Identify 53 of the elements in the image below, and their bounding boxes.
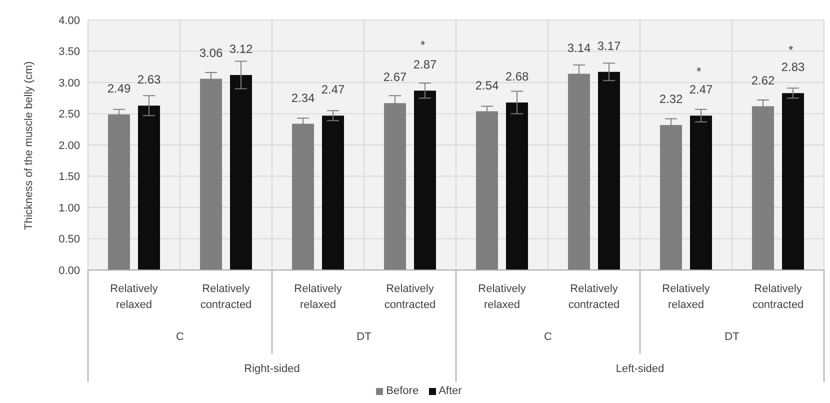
data-label: 2.32 xyxy=(659,92,683,106)
y-tick-label: 3.50 xyxy=(58,46,80,58)
data-label: 2.54 xyxy=(475,78,499,92)
x-tick-label: Relatively relaxed xyxy=(294,283,342,311)
data-label: 3.12 xyxy=(229,42,253,56)
bar xyxy=(230,75,252,270)
data-label: 2.49 xyxy=(107,81,131,96)
y-tick-label: 0.50 xyxy=(58,234,80,246)
data-label: 3.06 xyxy=(199,46,223,60)
text: Right-sided xyxy=(244,363,300,375)
y-tick-label: 2.50 xyxy=(58,108,80,121)
data-label: 2.68 xyxy=(505,70,529,84)
y-tick-label: 4.00 xyxy=(58,14,80,27)
x-tick-label: Relatively contracted xyxy=(568,283,620,311)
bar xyxy=(322,116,344,270)
data-label: 2.47 xyxy=(321,82,345,97)
legend-label: Before xyxy=(385,385,419,397)
x-tick-label: Relatively relaxed xyxy=(662,283,710,311)
text: DT xyxy=(356,331,372,343)
bar xyxy=(690,116,712,270)
data-label: 2.47 xyxy=(689,82,713,97)
x-tick-label: Relatively contracted xyxy=(200,283,252,311)
data-label: 2.63 xyxy=(137,72,161,87)
x-tick-label: Relatively relaxed xyxy=(110,283,158,311)
data-label: 3.14 xyxy=(567,40,591,55)
text: DT xyxy=(724,331,740,343)
bar xyxy=(598,72,620,270)
bar xyxy=(138,106,160,270)
bar xyxy=(782,93,804,270)
data-label: 3.17 xyxy=(597,38,621,53)
x-tick-label: Relatively contracted xyxy=(384,283,436,311)
text: Left-sided xyxy=(616,363,664,375)
legend-label: After xyxy=(438,385,462,397)
annotation: * xyxy=(696,64,702,78)
x-tick-label: Relatively contracted xyxy=(752,283,804,311)
data-label: 2.87 xyxy=(413,58,437,72)
y-tick-label: 1.00 xyxy=(58,202,80,214)
bar xyxy=(414,90,436,270)
annotation: * xyxy=(788,43,794,58)
bar xyxy=(506,102,528,270)
data-label: 2.62 xyxy=(751,73,775,88)
y-tick-label: 3.00 xyxy=(58,77,80,90)
text: C xyxy=(544,331,552,343)
data-label: 2.34 xyxy=(291,90,315,105)
x-tick-label: Relatively relaxed xyxy=(478,283,526,311)
text: C xyxy=(176,331,184,343)
y-tick-label: 1.50 xyxy=(58,171,80,184)
data-label: 2.67 xyxy=(383,70,407,84)
y-tick-label: 0.00 xyxy=(58,264,80,277)
data-label: 2.83 xyxy=(781,60,805,74)
y-axis-title: Thickness of the muscle belly (cm) xyxy=(22,61,35,230)
y-tick-label: 2.00 xyxy=(58,140,80,152)
annotation: * xyxy=(420,38,426,52)
